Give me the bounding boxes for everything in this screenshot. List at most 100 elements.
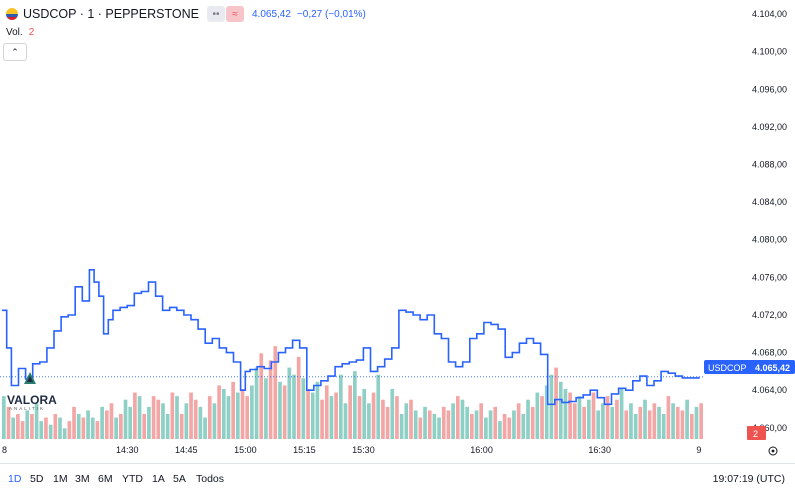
volume-bar xyxy=(170,392,175,439)
volume-bar xyxy=(615,399,619,439)
x-tick-label: 14:30 xyxy=(116,445,139,455)
volume-bars xyxy=(2,346,703,439)
utc-clock[interactable]: 19:07:19 (UTC) xyxy=(712,473,785,485)
volume-bar xyxy=(62,428,67,439)
volume-bar xyxy=(287,367,292,439)
symbol-header: USDCOP · 1 · PEPPERSTONE •• ≈ 4.065,42 −… xyxy=(6,5,366,23)
volume-bar xyxy=(507,417,512,439)
volume-bar xyxy=(264,378,268,439)
volume-bar xyxy=(128,406,133,439)
x-tick-label: 15:15 xyxy=(293,445,316,455)
volume-bar xyxy=(605,396,610,439)
price-tag-value: 4.065,42 xyxy=(755,363,790,373)
volume-bar xyxy=(301,378,306,439)
timeframe-1m[interactable]: 1M xyxy=(53,473,68,485)
collapse-legend-button[interactable]: ⌃ xyxy=(3,43,27,61)
volume-bar xyxy=(348,385,352,439)
volume-bar xyxy=(498,421,502,439)
volume-bar xyxy=(437,417,441,439)
volume-bar xyxy=(334,392,338,439)
volume-bar xyxy=(671,403,675,439)
volume-bar xyxy=(624,410,629,439)
volume-bar xyxy=(488,410,493,439)
volume-bar xyxy=(203,417,207,439)
compare-icon[interactable]: ≈ xyxy=(225,6,244,22)
volume-bar xyxy=(137,396,142,439)
volume-value: 2 xyxy=(28,27,35,38)
x-tick-label: 16:00 xyxy=(470,445,493,455)
hide-legend-icon[interactable]: •• xyxy=(206,6,225,22)
volume-bar xyxy=(212,403,217,439)
volume-bar xyxy=(689,414,694,439)
x-tick-label: 16:30 xyxy=(588,445,611,455)
volume-bar xyxy=(207,396,212,439)
price-tag: USDCOP 4.065,42 xyxy=(704,360,795,374)
logo-name: VALORA xyxy=(7,393,57,407)
time-axis[interactable]: 8 14:30 14:45 15:00 15:15 15:30 16:00 16:30 9 xyxy=(2,445,701,455)
volume-bar xyxy=(292,374,296,439)
volume-bar xyxy=(175,396,179,439)
timeframe-1a[interactable]: 1A xyxy=(152,473,165,485)
volume-bar xyxy=(535,392,540,439)
volume-bar xyxy=(675,406,680,439)
volume-bar xyxy=(76,414,81,439)
volume-bar xyxy=(179,414,184,439)
volume-bar xyxy=(521,414,526,439)
y-tick-label: 4.088,00 xyxy=(752,160,787,170)
volume-bar xyxy=(198,406,203,439)
volume-bar xyxy=(324,385,329,439)
volume-bar xyxy=(582,406,586,439)
volume-bar xyxy=(6,406,11,439)
timeframe-6m[interactable]: 6M xyxy=(98,473,113,485)
volume-bar xyxy=(72,406,76,439)
symbol-title[interactable]: USDCOP · 1 · PEPPERSTONE xyxy=(23,7,199,21)
y-tick-label: 4.092,00 xyxy=(752,122,787,132)
volume-bar xyxy=(11,417,16,439)
volume-bar xyxy=(16,414,20,439)
settings-gear-icon[interactable] xyxy=(768,446,778,456)
price-chart[interactable]: 4.104,00 4.100,00 4.096,00 4.092,00 4.088,00… xyxy=(0,0,795,463)
volume-bar xyxy=(568,392,572,439)
volume-bar xyxy=(109,403,114,439)
timeframe-3m[interactable]: 3M xyxy=(75,473,90,485)
volume-bar xyxy=(189,392,193,439)
volume-bar xyxy=(95,421,100,439)
x-tick-label: 15:30 xyxy=(352,445,375,455)
timeframe-ytd[interactable]: YTD xyxy=(122,473,143,485)
y-tick-label: 4.096,00 xyxy=(752,84,787,94)
volume-bar xyxy=(666,396,671,439)
x-tick-label: 9 xyxy=(696,445,701,455)
volume-bar xyxy=(558,381,563,439)
timeframe-5d[interactable]: 5D xyxy=(30,473,44,485)
timeframe-1d[interactable]: 1D xyxy=(8,473,22,485)
price-series-line xyxy=(2,269,700,406)
volume-bar xyxy=(100,406,104,439)
volume-bar xyxy=(282,385,287,439)
volume-bar xyxy=(427,410,432,439)
y-tick-label: 4.072,00 xyxy=(752,310,787,320)
volume-bar xyxy=(577,396,582,439)
volume-badge-value: 2 xyxy=(753,429,758,439)
volume-bar xyxy=(338,374,343,439)
volume-bar xyxy=(455,396,460,439)
volume-bar xyxy=(310,392,315,439)
x-tick-label: 8 xyxy=(2,445,7,455)
volume-bar xyxy=(502,414,507,439)
volume-bar xyxy=(221,389,226,439)
volume-bar xyxy=(81,417,86,439)
volume-bar xyxy=(470,414,474,439)
price-axis[interactable]: 4.104,00 4.100,00 4.096,00 4.092,00 4.088,00… xyxy=(752,9,787,433)
y-tick-label: 4.084,00 xyxy=(752,197,787,207)
timeframe-todos[interactable]: Todos xyxy=(196,473,225,485)
volume-bar xyxy=(554,367,558,439)
volume-bar xyxy=(268,360,273,439)
volume-bar xyxy=(484,417,488,439)
last-price: 4.065,42 xyxy=(251,8,291,20)
volume-bar xyxy=(446,410,451,439)
timeframe-5a[interactable]: 5A xyxy=(173,473,186,485)
volume-bar xyxy=(119,414,123,439)
volume-bar xyxy=(48,424,53,439)
volume-bar xyxy=(250,385,254,439)
volume-bar xyxy=(512,410,516,439)
volume-bar xyxy=(587,399,591,439)
